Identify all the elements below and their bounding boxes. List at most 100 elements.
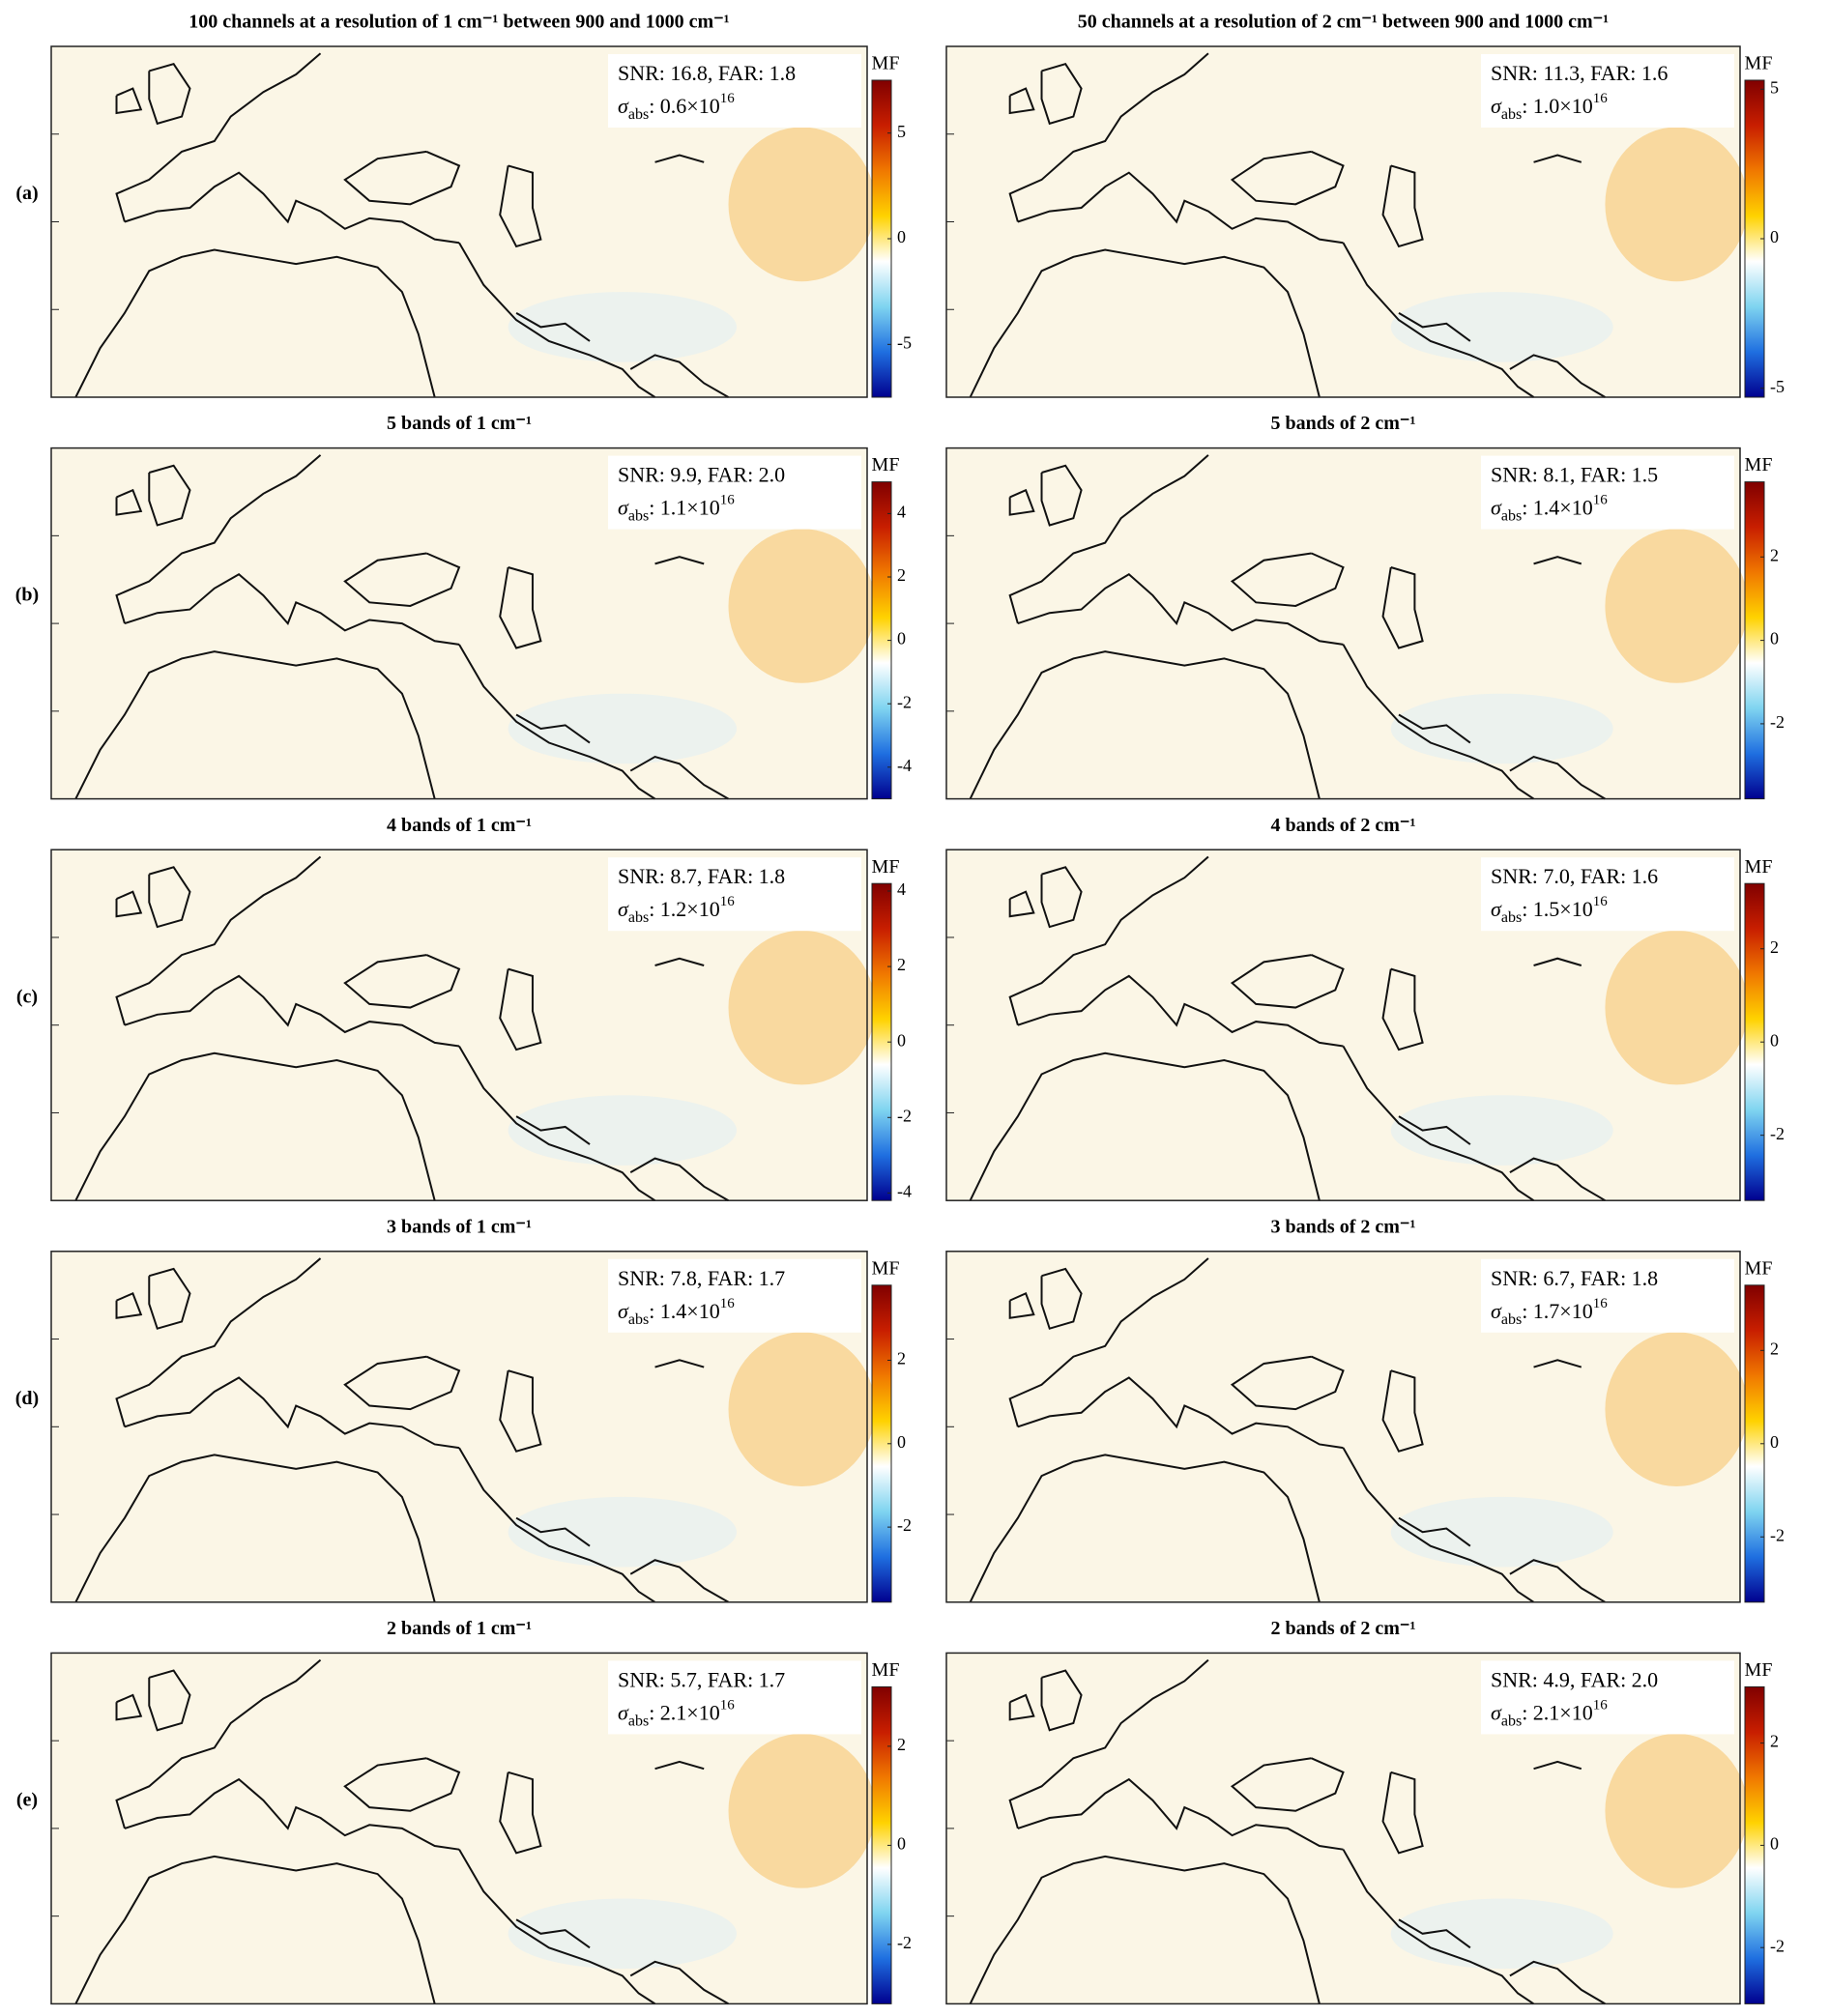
map-shading [1605, 127, 1749, 282]
sigma-sup: 16 [1593, 493, 1609, 508]
colorbar-tick-label: -2 [1770, 1124, 1785, 1143]
colorbar-tick-label: 2 [897, 955, 906, 974]
coastline [1230, 1355, 1345, 1411]
coastline [629, 1157, 730, 1202]
colorbar-tick-label: 0 [1770, 1834, 1779, 1854]
sigma-text: : 1.0×10 [1522, 94, 1593, 118]
colorbar-tick-label: 0 [1770, 1030, 1779, 1050]
panel-title: 2 bands of 2 cm⁻¹ [1271, 1618, 1416, 1639]
annotation-box [1481, 54, 1734, 128]
coastline [1509, 755, 1606, 800]
coastline [1008, 1658, 1209, 1829]
sigma-sub: abs [628, 507, 649, 524]
coastline [1381, 1771, 1424, 1855]
sigma-sub: abs [628, 1713, 649, 1729]
colorbar-tick-label: 2 [897, 1735, 906, 1754]
coastline [115, 87, 143, 115]
panel-title: 5 bands of 1 cm⁻¹ [387, 413, 532, 434]
sigma-sup: 16 [1593, 895, 1609, 910]
sigma-sub: abs [1501, 909, 1522, 926]
colorbar-tick-label: 0 [1770, 629, 1779, 648]
coastline [654, 1359, 705, 1368]
panel-title: 2 bands of 1 cm⁻¹ [387, 1618, 532, 1639]
coastline [969, 650, 1321, 800]
colorbar-label: MF [872, 1257, 900, 1279]
map-shading [728, 127, 876, 282]
coastline [1008, 890, 1035, 918]
sigma-sub: abs [1501, 1713, 1522, 1729]
coastline [124, 573, 460, 646]
coastline [515, 1516, 591, 1547]
colorbar-tick-label: -5 [1770, 377, 1785, 396]
annotation-snr: SNR: 4.9, FAR: 2.0 [1491, 1667, 1658, 1691]
annotation-sigma: σabs: 1.5×1016 [1491, 895, 1608, 926]
coastline [74, 248, 436, 398]
sigma-symbol: σ [618, 897, 629, 921]
coastline [1040, 866, 1083, 929]
sigma-text: : 1.4×10 [649, 1299, 720, 1323]
coastline [1008, 1292, 1035, 1319]
coastline [148, 464, 191, 527]
colorbar-tick-label: -2 [897, 1106, 912, 1125]
colorbar-label: MF [1745, 1257, 1773, 1279]
annotation-box [608, 857, 861, 932]
coastline [1342, 1447, 1535, 1603]
annotation-box [608, 54, 861, 128]
row-label: (e) [16, 1789, 38, 1810]
coastline [1509, 354, 1606, 398]
colorbar-tick-label: -2 [897, 1515, 912, 1535]
coastline [1509, 1559, 1606, 1603]
coastline [1381, 164, 1424, 248]
coastline [343, 1355, 461, 1411]
map-shading [728, 529, 876, 683]
coastline [115, 1257, 322, 1427]
sigma-symbol: σ [618, 94, 629, 118]
map-shading [728, 1733, 876, 1888]
annotation-box [608, 1258, 861, 1333]
colorbar-tick-label: 0 [1770, 1432, 1779, 1452]
sigma-symbol: σ [618, 496, 629, 520]
map-shading [1605, 930, 1749, 1085]
coastline [115, 52, 322, 222]
annotation-sigma: σabs: 1.1×1016 [618, 493, 735, 524]
annotation-sigma: σabs: 2.1×1016 [618, 1698, 735, 1729]
coastline [1533, 957, 1582, 966]
colorbar-tick-label: 0 [897, 1030, 906, 1050]
coastline [1017, 1777, 1344, 1851]
coastline [1533, 1760, 1582, 1771]
coastline [124, 1777, 460, 1851]
sigma-sup: 16 [720, 1698, 736, 1714]
panel-title: 3 bands of 1 cm⁻¹ [387, 1216, 532, 1237]
annotation-snr: SNR: 8.7, FAR: 1.8 [618, 864, 785, 888]
annotation-sigma: σabs: 1.2×1016 [618, 895, 735, 926]
coastline [629, 1960, 730, 2005]
coastline [969, 1855, 1321, 2004]
sigma-symbol: σ [1491, 1700, 1502, 1724]
coastline [1008, 87, 1035, 115]
row-label: (b) [15, 585, 39, 606]
coastline [458, 1045, 656, 1202]
colorbar-tick-label: -4 [897, 756, 912, 775]
coastline [343, 552, 461, 607]
coastline [1008, 52, 1209, 222]
colorbar-tick-label: -5 [897, 332, 912, 352]
sigma-text: : 1.5×10 [1522, 897, 1593, 921]
sigma-sub: abs [628, 1310, 649, 1327]
annotation-sigma: σabs: 1.7×1016 [1491, 1296, 1608, 1327]
row-label: (c) [16, 986, 38, 1007]
coastline [1342, 242, 1535, 398]
sigma-sup: 16 [1593, 1296, 1609, 1311]
coastline [499, 967, 542, 1051]
coastline [1230, 954, 1345, 1009]
colorbar-label: MF [872, 53, 900, 74]
sigma-sup: 16 [720, 91, 736, 106]
coastline [343, 954, 461, 1009]
coastline [1533, 154, 1582, 163]
colorbar-tick-label: -2 [897, 1933, 912, 1952]
colorbar-tick-label: -2 [1770, 712, 1785, 732]
coastline [343, 150, 461, 206]
sigma-symbol: σ [618, 1299, 629, 1323]
row-label: (a) [15, 183, 38, 204]
coastline [148, 1267, 191, 1330]
